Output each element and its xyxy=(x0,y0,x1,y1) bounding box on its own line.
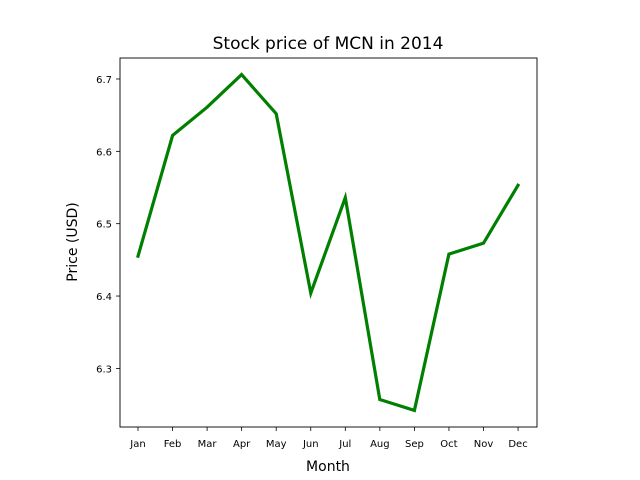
x-tick-label: Apr xyxy=(233,439,251,450)
x-tick-label: Jul xyxy=(338,439,351,450)
plot-area xyxy=(136,72,521,413)
x-axis: Jan Feb Mar Apr May Jun Jul Aug Sep Oct Nov Dec xyxy=(129,427,528,450)
y-tick-label: 6.7 xyxy=(96,75,112,86)
x-tick-label: Dec xyxy=(508,439,527,450)
series-line xyxy=(136,72,521,413)
y-axis: 6.3 6.4 6.5 6.6 6.7 xyxy=(96,75,120,375)
x-tick-label: Oct xyxy=(440,439,457,450)
x-axis-title: Month xyxy=(306,459,350,475)
y-tick-label: 6.6 xyxy=(96,147,112,158)
x-tick-label: May xyxy=(266,439,287,450)
x-tick-label: Jan xyxy=(129,439,145,450)
y-tick-label: 6.3 xyxy=(96,364,112,375)
y-axis-title: Price (USD) xyxy=(65,202,81,281)
y-tick-label: 6.4 xyxy=(96,292,112,303)
y-tick-label: 6.5 xyxy=(96,220,112,231)
x-tick-label: Mar xyxy=(198,439,218,450)
x-tick-label: Jun xyxy=(302,439,319,450)
x-tick-label: Aug xyxy=(370,439,390,450)
chart-title: Stock price of MCN in 2014 xyxy=(213,34,444,54)
x-tick-label: Nov xyxy=(474,439,494,450)
x-tick-label: Feb xyxy=(164,439,182,450)
plot-frame xyxy=(119,57,538,428)
x-tick-label: Sep xyxy=(405,439,424,450)
